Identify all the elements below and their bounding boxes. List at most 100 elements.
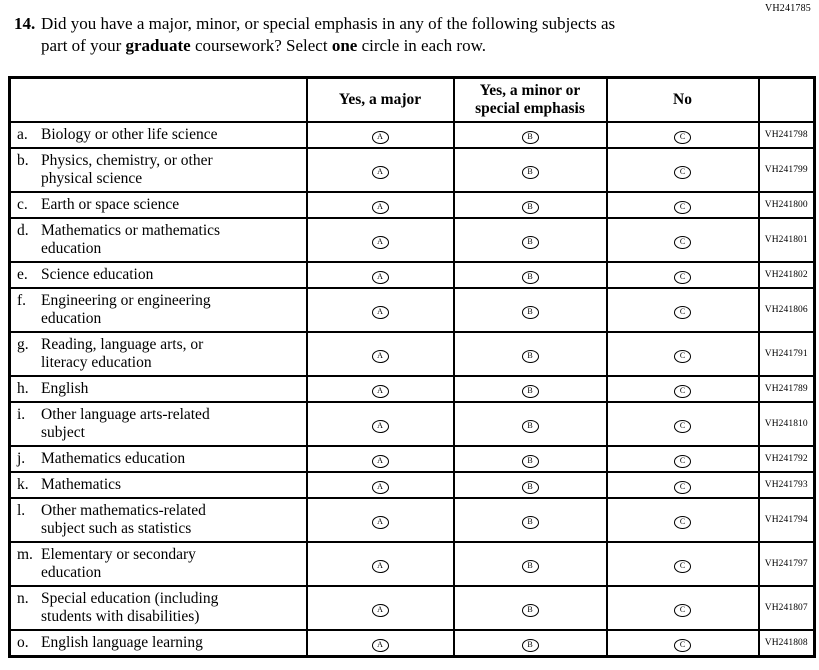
row-code: VH241807 <box>757 585 816 631</box>
row-label: English <box>41 380 89 397</box>
option-bubble-yes-major[interactable]: A <box>371 480 389 494</box>
row-letter: e. <box>17 266 28 283</box>
no-cell: C <box>605 401 760 447</box>
subject-cell: c. Earth or space science <box>8 191 308 219</box>
option-bubble-yes-major[interactable]: A <box>371 638 389 652</box>
option-bubble-no[interactable]: C <box>674 515 691 529</box>
question-line2-mid: coursework? Select <box>190 36 332 55</box>
option-bubble-yes-major[interactable]: A <box>371 454 389 468</box>
subject-cell: e. Science education <box>8 261 308 289</box>
yes-major-cell: A <box>305 191 455 219</box>
option-bubble-yes-minor[interactable]: B <box>521 200 539 214</box>
option-bubble-no[interactable]: C <box>674 305 691 319</box>
row-label: Mathematics <box>41 476 122 493</box>
table-row: g. Reading, language arts, or literacy ed… <box>8 331 816 377</box>
option-bubble-yes-minor[interactable]: B <box>521 515 539 529</box>
table-row: n. Special education (including students … <box>8 585 816 631</box>
no-cell: C <box>605 445 760 473</box>
question-bold-one: one <box>331 36 358 55</box>
no-cell: C <box>605 375 760 403</box>
row-code: VH241794 <box>757 497 816 543</box>
table-row: h. English A B C VH241789 <box>8 375 816 403</box>
row-label: Other language arts-related subject <box>41 406 210 441</box>
option-bubble-no[interactable]: C <box>674 603 691 617</box>
table-row: f. Engineering or engineering education A… <box>8 287 816 333</box>
yes-minor-cell: B <box>452 629 608 658</box>
row-code: VH241810 <box>757 401 816 447</box>
option-bubble-yes-major[interactable]: A <box>371 515 389 529</box>
option-bubble-no[interactable]: C <box>674 235 691 249</box>
option-bubble-no[interactable]: C <box>674 349 691 363</box>
row-label: Mathematics or mathematics education <box>41 222 221 257</box>
option-bubble-no[interactable]: C <box>674 384 691 398</box>
option-bubble-no[interactable]: C <box>674 165 691 179</box>
option-bubble-yes-minor[interactable]: B <box>521 603 539 617</box>
response-grid-body: a. Biology or other life science A B C VH… <box>8 121 816 658</box>
option-bubble-yes-minor[interactable]: B <box>521 454 539 468</box>
row-label: Special education (including students wi… <box>41 590 219 625</box>
option-bubble-yes-major[interactable]: A <box>371 305 389 319</box>
subject-cell: k. Mathematics <box>8 471 308 499</box>
option-bubble-no[interactable]: C <box>674 419 691 433</box>
no-cell: C <box>605 191 760 219</box>
option-bubble-yes-major[interactable]: A <box>371 349 389 363</box>
option-bubble-yes-minor[interactable]: B <box>521 349 539 363</box>
option-bubble-no[interactable]: C <box>674 638 691 652</box>
option-bubble-yes-minor[interactable]: B <box>521 384 539 398</box>
row-label: Engineering or engineering education <box>41 292 211 327</box>
question-line2-pre: part of your <box>41 36 126 55</box>
yes-major-cell: A <box>305 121 455 149</box>
option-bubble-yes-major[interactable]: A <box>371 130 389 144</box>
page-code: VH241785 <box>764 3 811 14</box>
option-bubble-yes-major[interactable]: A <box>371 384 389 398</box>
question-bold-graduate: graduate <box>125 36 191 55</box>
table-row: m. Elementary or secondary education A B … <box>8 541 816 587</box>
option-bubble-no[interactable]: C <box>674 454 691 468</box>
option-bubble-yes-minor[interactable]: B <box>521 305 539 319</box>
option-bubble-yes-minor[interactable]: B <box>521 235 539 249</box>
option-bubble-no[interactable]: C <box>674 270 691 284</box>
yes-major-cell: A <box>305 261 455 289</box>
no-cell: C <box>605 585 760 631</box>
option-bubble-yes-major[interactable]: A <box>371 559 389 573</box>
option-bubble-yes-major[interactable]: A <box>371 419 389 433</box>
option-bubble-yes-minor[interactable]: B <box>521 559 539 573</box>
option-bubble-yes-minor[interactable]: B <box>521 419 539 433</box>
option-bubble-no[interactable]: C <box>674 130 691 144</box>
option-bubble-no[interactable]: C <box>674 559 691 573</box>
question-number: 14. <box>14 14 36 33</box>
no-cell: C <box>605 541 760 587</box>
subject-cell: i. Other language arts-related subject <box>8 401 308 447</box>
row-letter: b. <box>17 152 29 169</box>
column-header-yes-major: Yes, a major <box>305 76 455 123</box>
option-bubble-yes-minor[interactable]: B <box>521 270 539 284</box>
option-bubble-yes-major[interactable]: A <box>371 200 389 214</box>
subject-cell: o. English language learning <box>8 629 308 658</box>
no-cell: C <box>605 497 760 543</box>
subject-cell: a. Biology or other life science <box>8 121 308 149</box>
option-bubble-yes-major[interactable]: A <box>371 603 389 617</box>
yes-minor-cell: B <box>452 497 608 543</box>
option-bubble-yes-major[interactable]: A <box>371 270 389 284</box>
subject-cell: l. Other mathematics-related subject such… <box>8 497 308 543</box>
table-row: a. Biology or other life science A B C VH… <box>8 121 816 149</box>
option-bubble-yes-minor[interactable]: B <box>521 638 539 652</box>
option-bubble-no[interactable]: C <box>674 480 691 494</box>
yes-minor-cell: B <box>452 445 608 473</box>
option-bubble-yes-major[interactable]: A <box>371 165 389 179</box>
table-row: j. Mathematics education A B C VH241792 <box>8 445 816 473</box>
table-row: e. Science education A B C VH241802 <box>8 261 816 289</box>
column-header-yes-minor: Yes, a minor or special emphasis <box>452 76 608 123</box>
yes-major-cell: A <box>305 401 455 447</box>
table-row: b. Physics, chemistry, or other physical … <box>8 147 816 193</box>
no-cell: C <box>605 121 760 149</box>
option-bubble-yes-minor[interactable]: B <box>521 480 539 494</box>
option-bubble-no[interactable]: C <box>674 200 691 214</box>
option-bubble-yes-minor[interactable]: B <box>521 130 539 144</box>
row-letter: i. <box>17 406 26 423</box>
yes-major-cell: A <box>305 541 455 587</box>
question-line1: Did you have a major, minor, or special … <box>41 14 616 33</box>
option-bubble-yes-minor[interactable]: B <box>521 165 539 179</box>
option-bubble-yes-major[interactable]: A <box>371 235 389 249</box>
row-letter: j. <box>17 450 26 467</box>
